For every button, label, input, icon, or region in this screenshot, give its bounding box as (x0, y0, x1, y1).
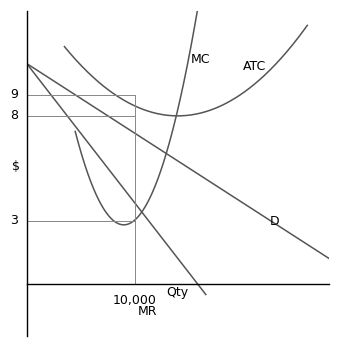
Text: ATC: ATC (242, 60, 266, 73)
Text: 10,000: 10,000 (113, 294, 156, 307)
Text: 9: 9 (10, 88, 18, 101)
X-axis label: Qty: Qty (167, 286, 189, 299)
Text: MR: MR (138, 305, 157, 318)
Y-axis label: $: $ (12, 161, 19, 174)
Text: MC: MC (191, 53, 210, 67)
Text: D: D (270, 215, 279, 228)
Text: 8: 8 (10, 109, 18, 122)
Text: 3: 3 (10, 214, 18, 227)
